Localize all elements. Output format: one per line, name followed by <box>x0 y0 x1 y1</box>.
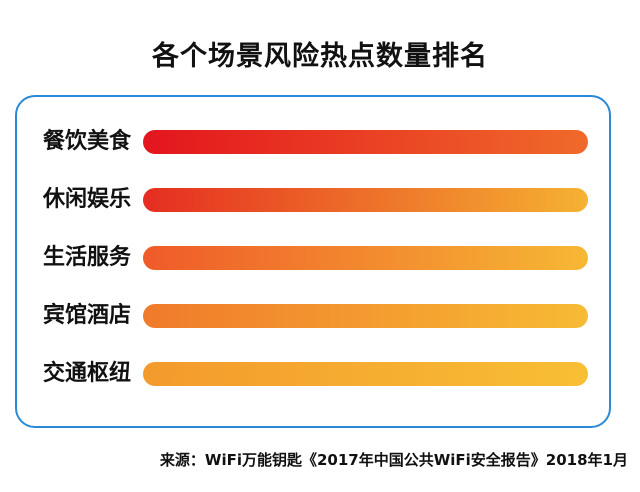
category-label: 餐饮美食 <box>43 129 132 154</box>
source-note: 来源：WiFi万能钥匙《2017年中国公共WiFi安全报告》2018年1月 <box>159 451 628 469</box>
bar <box>143 130 588 154</box>
chart-frame <box>15 95 611 428</box>
chart-title: 各个场景风险热点数量排名 <box>152 41 488 72</box>
category-label: 休闲娱乐 <box>43 187 132 212</box>
bar <box>143 246 588 270</box>
category-label: 交通枢纽 <box>43 361 132 386</box>
bar <box>143 362 588 386</box>
bar <box>143 304 588 328</box>
category-label: 生活服务 <box>43 245 132 270</box>
category-label: 宾馆酒店 <box>43 303 132 328</box>
bar <box>143 188 588 212</box>
